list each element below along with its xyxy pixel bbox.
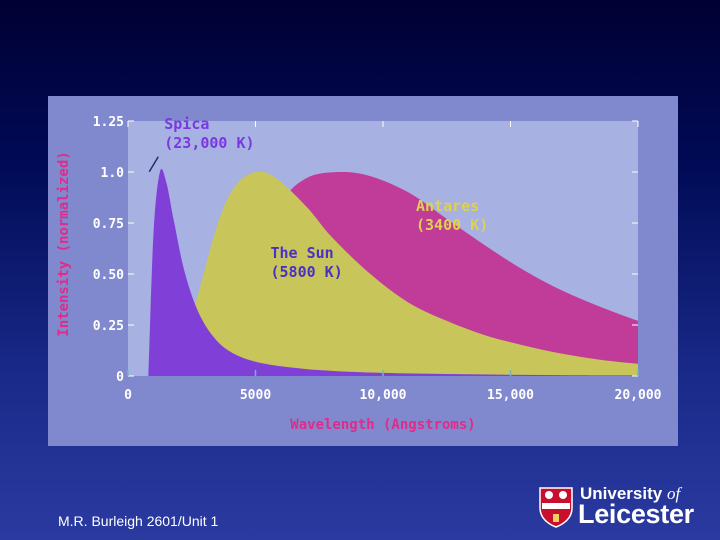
annotation-label: The Sun [271, 244, 334, 262]
y-tick-label: 0 [116, 370, 124, 385]
annotation-label: (3400 K) [416, 216, 488, 234]
annotation-label: Spica [164, 115, 209, 133]
series-area-the-sun [166, 171, 639, 376]
footer-credit: M.R. Burleigh 2601/Unit 1 [58, 513, 219, 529]
x-axis-label: Wavelength (Angstroms) [290, 417, 475, 433]
axis-layer: 0 0.25 0.50 0.75 1.0 1.25 0 5000 10,000 15,000 20,… [93, 115, 662, 403]
annotation-layer: Spica(23,000 K) The Sun(5800 K) Antares(34… [148, 115, 488, 281]
spectrum-chart: 0 0.25 0.50 0.75 1.0 1.25 0 5000 10,000 15,000 20,… [48, 96, 678, 446]
annotation-label: (23,000 K) [164, 134, 254, 152]
y-tick-label: 1.25 [93, 115, 124, 130]
x-tick-label: 0 [124, 388, 132, 403]
x-tick-label: 20,000 [615, 388, 662, 403]
logo-line-1: University of [580, 484, 680, 504]
x-tick-label: 15,000 [487, 388, 534, 403]
university-crest-icon [539, 487, 573, 528]
logo-word-university: University [580, 484, 663, 503]
annotation-pointer [148, 156, 159, 173]
logo-line-2: Leicester [578, 499, 694, 529]
series-area-spica [148, 168, 638, 376]
y-tick-label: 0.50 [93, 268, 124, 283]
x-tick-label: 5000 [240, 388, 271, 403]
series-layer [148, 168, 639, 376]
y-axis-label: Intensity (normalized) [56, 151, 72, 336]
y-tick-label: 1.0 [101, 166, 125, 181]
annotation-label: (5800 K) [271, 263, 343, 281]
y-tick-label: 0.25 [93, 319, 124, 334]
annotation-label: Antares [416, 197, 479, 215]
y-tick-label: 0.75 [93, 217, 124, 232]
university-logo: University of Leicester [538, 484, 714, 530]
logo-word-of: of [666, 484, 681, 503]
x-tick-label: 10,000 [360, 388, 407, 403]
